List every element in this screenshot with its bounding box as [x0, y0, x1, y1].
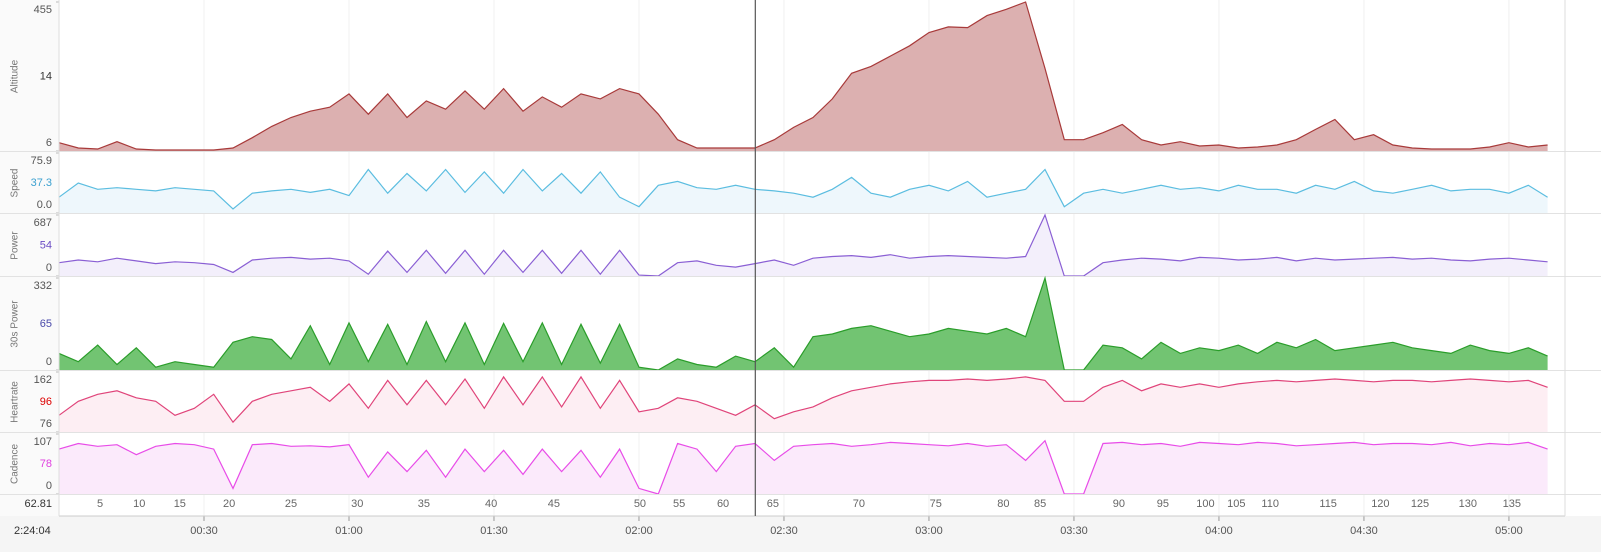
cursor-time: 2:24:04 [14, 525, 51, 537]
area-fill [59, 376, 1548, 432]
y-tick-label: 162 [34, 374, 52, 386]
panel-label: 30s Power [10, 300, 21, 348]
cursor-value: 65 [40, 318, 52, 330]
lap-label: 10 [133, 498, 145, 510]
lap-label: 75 [930, 498, 942, 510]
lap-label: 45 [548, 498, 560, 510]
lap-label: 120 [1371, 498, 1389, 510]
area-fill [59, 215, 1548, 276]
cursor-value: 37.3 [31, 177, 52, 189]
x-tick-label: 05:00 [1495, 525, 1523, 537]
lap-label: 60 [717, 498, 729, 510]
x-tick-label: 03:30 [1060, 525, 1088, 537]
time-axis-background [0, 516, 1601, 552]
lap-label: 20 [223, 498, 235, 510]
area-fill [59, 440, 1548, 494]
y-tick-label: 0 [46, 262, 52, 274]
lap-label: 80 [997, 498, 1009, 510]
cursor-value: 96 [40, 396, 52, 408]
lap-label: 65 [767, 498, 779, 510]
x-tick-label: 02:00 [625, 525, 653, 537]
lap-label: 5 [97, 498, 103, 510]
y-tick-label: 0 [46, 480, 52, 492]
lap-label: 30 [351, 498, 363, 510]
y-tick-label: 107 [34, 436, 52, 448]
lap-label: 135 [1503, 498, 1521, 510]
panel-label: Cadence [10, 444, 21, 484]
lap-label: 105 [1227, 498, 1245, 510]
y-tick-label: 6 [46, 137, 52, 149]
lap-label: 70 [853, 498, 865, 510]
series-line [58, 275, 1548, 371]
y-tick-label: 75.9 [31, 155, 52, 167]
cursor-value: 14 [40, 70, 52, 82]
x-tick-label: 01:30 [480, 525, 508, 537]
x-tick-label: 00:30 [190, 525, 218, 537]
x-tick-label: 04:30 [1350, 525, 1378, 537]
panel-label: Speed [10, 169, 21, 198]
series-line [58, 1, 1548, 151]
y-tick-label: 0.0 [37, 199, 52, 211]
area-fill [59, 278, 1548, 370]
lap-label: 110 [1261, 498, 1279, 510]
cursor-value: 54 [40, 239, 52, 251]
area-fill [59, 169, 1548, 213]
cursor-distance: 62.81 [24, 498, 52, 510]
lap-label: 55 [673, 498, 685, 510]
panel-label: Altitude [10, 59, 21, 93]
lap-label: 50 [634, 498, 646, 510]
series-line [58, 439, 1548, 495]
series-line [58, 375, 1548, 424]
lap-label: 15 [174, 498, 186, 510]
panel-label: Power [10, 231, 21, 260]
lap-label: 125 [1411, 498, 1429, 510]
y-tick-label: 0 [46, 356, 52, 368]
panel-label: Heartrate [10, 381, 21, 423]
lap-label: 40 [485, 498, 497, 510]
series-line [58, 213, 1548, 277]
cursor-value: 78 [40, 458, 52, 470]
lap-label: 85 [1034, 498, 1046, 510]
y-tick-label: 332 [34, 280, 52, 292]
y-tick-label: 455 [34, 4, 52, 16]
x-tick-label: 02:30 [770, 525, 798, 537]
lap-label: 100 [1196, 498, 1214, 510]
lap-label: 115 [1319, 498, 1337, 510]
x-tick-label: 04:00 [1205, 525, 1233, 537]
x-tick-label: 01:00 [335, 525, 363, 537]
lap-label: 35 [418, 498, 430, 510]
y-tick-label: 687 [34, 217, 52, 229]
area-fill [59, 2, 1548, 151]
lap-label: 25 [285, 498, 297, 510]
axis-gutter [0, 0, 59, 516]
y-tick-label: 76 [40, 418, 52, 430]
lap-label: 90 [1113, 498, 1125, 510]
x-tick-label: 03:00 [915, 525, 943, 537]
series-line [58, 168, 1548, 210]
lap-label: 130 [1459, 498, 1477, 510]
lap-label: 95 [1157, 498, 1169, 510]
